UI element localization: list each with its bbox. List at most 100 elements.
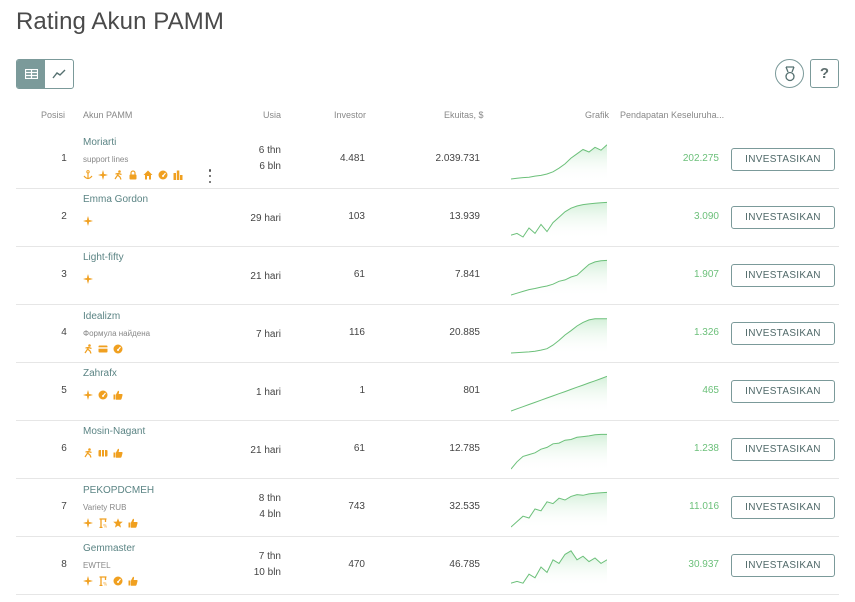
account-badges <box>83 170 183 180</box>
runner-icon[interactable] <box>83 448 93 458</box>
thumbs-up-icon[interactable] <box>113 448 123 458</box>
lock-icon[interactable] <box>128 170 138 180</box>
speedometer-icon[interactable] <box>158 170 168 180</box>
table-icon <box>24 69 38 79</box>
thumbs-up-icon[interactable] <box>128 518 138 528</box>
account-name-link[interactable]: Light-fifty <box>83 252 124 263</box>
row-position: 1 <box>61 153 67 164</box>
fan-icon[interactable] <box>83 518 93 528</box>
total-profit: 30.937 <box>688 559 719 570</box>
row-position: 3 <box>61 269 67 280</box>
total-profit: 11.016 <box>689 501 719 512</box>
row-position: 8 <box>61 559 67 570</box>
fan-icon[interactable] <box>83 274 93 284</box>
equity-sparkline <box>510 429 607 471</box>
invest-button[interactable]: INVESTASIKAN <box>731 264 835 287</box>
thumbs-up-icon[interactable] <box>113 390 123 400</box>
crane-icon[interactable]: % <box>98 576 108 586</box>
account-badges <box>83 216 93 226</box>
account-badges <box>83 344 123 354</box>
equity-sparkline <box>510 197 608 239</box>
invest-button[interactable]: INVESTASIKAN <box>731 206 835 229</box>
chart-view-button[interactable] <box>45 60 73 88</box>
invest-button[interactable]: INVESTASIKAN <box>731 554 835 577</box>
total-profit: 202.275 <box>682 153 719 164</box>
header-akun: Akun PAMM <box>83 110 133 120</box>
header-investor: Investor <box>334 110 367 120</box>
equity-value: 20.885 <box>449 327 480 338</box>
equity-value: 12.785 <box>449 443 480 454</box>
anchor-icon[interactable] <box>83 170 93 180</box>
medal-button[interactable] <box>775 59 804 88</box>
more-icon[interactable] <box>207 169 213 183</box>
account-subtitle: EWTEL <box>83 561 111 570</box>
invest-button[interactable]: INVESTASIKAN <box>731 438 835 461</box>
speedometer-icon[interactable] <box>98 390 108 400</box>
account-subtitle: Variety RUB <box>83 503 127 512</box>
account-badges <box>83 274 93 284</box>
invest-button[interactable]: INVESTASIKAN <box>731 496 835 519</box>
total-profit: 1.238 <box>693 443 719 454</box>
account-name-link[interactable]: Emma Gordon <box>83 194 149 205</box>
fan-icon[interactable] <box>83 390 93 400</box>
equity-value: 2.039.731 <box>435 153 481 164</box>
account-name-link[interactable]: Gemmaster <box>83 543 136 554</box>
table-row: 2 Emma Gordon 29 hari 103 13.939 3.090 INVESTA… <box>16 189 839 247</box>
header-pendapatan: Pendapatan Keseluruha... <box>620 110 725 120</box>
table-row: 1 Moriarti support lines 6 thn 6 bln 4.481 2.0… <box>16 131 839 189</box>
account-badges <box>83 448 123 458</box>
equity-sparkline <box>510 139 608 181</box>
investor-count: 61 <box>353 269 365 280</box>
age-months: 6 bln <box>259 161 281 172</box>
investor-count: 4.481 <box>339 153 365 164</box>
account-name-link[interactable]: Moriarti <box>83 137 117 148</box>
card-icon[interactable] <box>98 344 108 354</box>
total-profit: 465 <box>702 385 719 396</box>
star-icon[interactable] <box>113 518 123 528</box>
svg-text:%: % <box>103 582 107 587</box>
help-label: ? <box>819 65 830 82</box>
invest-button[interactable]: INVESTASIKAN <box>731 322 835 345</box>
equity-sparkline <box>510 487 608 529</box>
account-name-link[interactable]: Mosin-Nagant <box>83 426 146 437</box>
chart-bars-icon[interactable] <box>173 170 183 180</box>
thumbs-up-icon[interactable] <box>128 576 138 586</box>
age: 7 hari <box>255 329 281 340</box>
age: 29 hari <box>250 213 281 224</box>
help-button[interactable]: ? <box>810 59 839 88</box>
fan-icon[interactable] <box>98 170 108 180</box>
account-name-link[interactable]: Zahrafx <box>83 368 117 379</box>
equity-sparkline <box>510 371 608 413</box>
wallet-icon[interactable] <box>98 448 108 458</box>
speedometer-icon[interactable] <box>113 576 123 586</box>
age: 21 hari <box>250 271 281 282</box>
runner-icon[interactable] <box>83 344 93 354</box>
table-view-button[interactable] <box>17 60 45 88</box>
fan-icon[interactable] <box>83 216 93 226</box>
house-icon[interactable] <box>143 170 153 180</box>
equity-sparkline <box>510 545 608 587</box>
speedometer-icon[interactable] <box>113 344 123 354</box>
account-subtitle: Формула найдена <box>83 329 151 338</box>
total-profit: 1.907 <box>693 269 719 280</box>
table-row: 6 Mosin-Nagant 21 hari 61 12.785 1.238 INVESTA… <box>16 421 839 479</box>
table-row: 8 Gemmaster EWTEL% 7 thn 10 bln 470 46.785 30.9… <box>16 537 839 595</box>
equity-value: 7.841 <box>454 269 480 280</box>
header-grafik: Grafik <box>585 110 610 120</box>
header-usia: Usia <box>263 110 282 120</box>
row-position: 2 <box>61 211 67 222</box>
account-name-link[interactable]: PEKOPDCMEH <box>83 485 155 496</box>
fan-icon[interactable] <box>83 576 93 586</box>
runner-icon[interactable] <box>113 170 123 180</box>
invest-button[interactable]: INVESTASIKAN <box>731 380 835 403</box>
row-position: 5 <box>61 385 67 396</box>
equity-value: 13.939 <box>449 211 480 222</box>
header-posisi: Posisi <box>41 110 66 120</box>
crane-icon[interactable]: % <box>98 518 108 528</box>
account-badges <box>83 390 123 400</box>
account-name-link[interactable]: Idealizm <box>83 311 121 322</box>
table-row: 3 Light-fifty 21 hari 61 7.841 1.907 INVESTASI… <box>16 247 839 305</box>
age: 21 hari <box>250 445 281 456</box>
invest-button[interactable]: INVESTASIKAN <box>731 148 835 171</box>
row-position: 7 <box>61 501 67 512</box>
